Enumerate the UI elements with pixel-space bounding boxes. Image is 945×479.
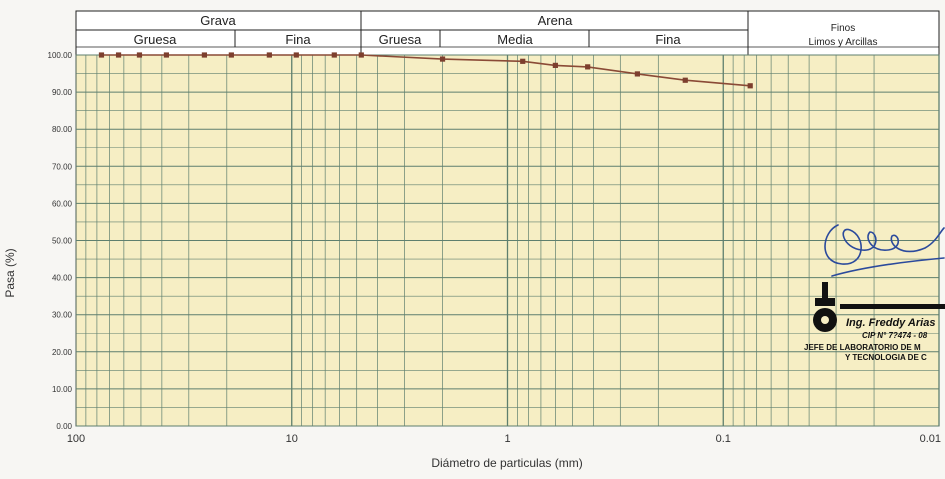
header-finos-sub: Limos y Arcillas (809, 37, 878, 48)
data-point (115, 52, 122, 58)
signature-stamp: Ing. Freddy Arias CIP N° 7?474 - 08 JEFE… (804, 224, 945, 362)
y-tick-label: 80.00 (52, 125, 73, 134)
y-tick-label: 40.00 (52, 274, 73, 283)
data-point (293, 52, 299, 58)
y-tick-label: 20.00 (52, 348, 73, 357)
x-tick-label: 10 (286, 433, 298, 445)
y-axis-ticks: 0.00 10.00 20.00 30.00 40.00 50.00 60.00 70.00 8… (48, 51, 73, 431)
stamp-name: Ing. Freddy Arias (846, 317, 935, 329)
data-point (634, 71, 640, 77)
stamp-gear-hole-icon (821, 316, 829, 324)
data-point (331, 52, 337, 58)
x-tick-label: 100 (67, 433, 85, 445)
header-arena-fina: Fina (655, 32, 681, 47)
header-arena-gruesa: Gruesa (379, 32, 422, 47)
gradation-series (98, 52, 753, 89)
header-arena: Arena (538, 13, 573, 28)
data-point (439, 56, 446, 62)
signature-scribble (824, 224, 945, 277)
stamp-tower-icon (822, 282, 828, 298)
stamp-cip: CIP N° 7?474 - 08 (862, 331, 928, 340)
stamp-line1: JEFE DE LABORATORIO DE M (804, 343, 921, 352)
header-grava-fina: Fina (285, 32, 311, 47)
header-frame (75, 10, 940, 56)
data-point (682, 77, 688, 83)
grid-major (76, 54, 940, 427)
data-point (98, 52, 105, 58)
data-point (201, 52, 208, 58)
y-tick-label: 10.00 (52, 385, 73, 394)
x-axis-label: Diámetro de particulas (mm) (431, 456, 582, 470)
gradation-points (98, 52, 753, 89)
header-finos: Finos (831, 23, 855, 34)
data-point (266, 52, 272, 58)
stamp-tower-base-icon (815, 298, 835, 306)
data-point (136, 52, 143, 58)
x-tick-label: 0.1 (716, 433, 731, 445)
stamp-line2: Y TECNOLOGIA DE C (845, 353, 927, 362)
data-point (163, 52, 170, 58)
y-tick-label: 100.00 (48, 51, 73, 60)
header-grava: Grava (200, 13, 236, 28)
x-tick-label: 0.01 (920, 433, 941, 445)
y-tick-label: 0.00 (56, 422, 72, 431)
y-tick-label: 60.00 (52, 199, 73, 208)
grid-minor (76, 55, 939, 426)
data-point (552, 62, 558, 68)
data-point (747, 83, 753, 89)
data-point (228, 52, 234, 58)
stamp-bar (840, 304, 945, 309)
header-arena-media: Media (497, 32, 533, 47)
x-axis-ticks: 100 10 1 0.1 0.01 (67, 433, 941, 445)
x-tick-label: 1 (504, 433, 510, 445)
y-tick-label: 30.00 (52, 311, 73, 320)
y-tick-label: 70.00 (52, 162, 73, 171)
y-axis-label: Pasa (%) (3, 248, 17, 297)
soil-classification-header: Grava Gruesa Fina Arena Gruesa Media Fin… (75, 10, 940, 56)
data-point (358, 52, 364, 58)
y-tick-label: 90.00 (52, 88, 73, 97)
header-grava-gruesa: Gruesa (134, 32, 177, 47)
data-point (585, 64, 591, 70)
data-point (520, 58, 526, 64)
y-tick-label: 50.00 (52, 237, 73, 246)
